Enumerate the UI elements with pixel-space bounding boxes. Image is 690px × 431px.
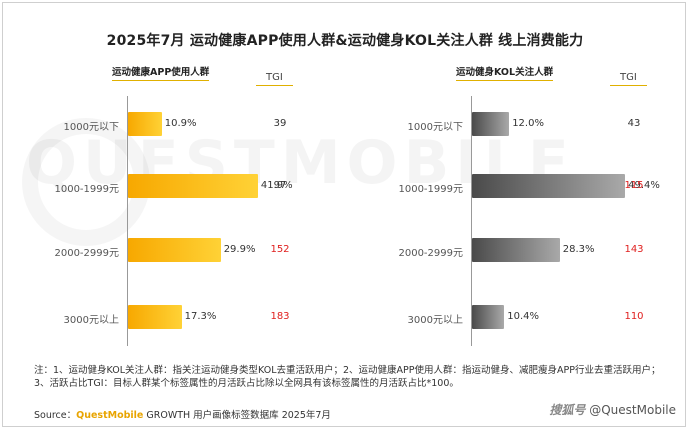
bar [128,305,182,329]
category-label: 2000-2999元 [398,248,463,259]
bar-value-label: 17.3% [184,311,217,322]
bar-value-label: 10.4% [507,311,540,322]
source-rest: GROWTH 用户画像标签数据库 2025年7月 [143,410,331,421]
source-prefix: Source： [34,410,77,421]
category-axis-0 [127,96,128,346]
chart-frame [2,2,686,427]
category-label: 1000元以下 [63,122,119,133]
bar [472,174,626,198]
category-label: 3000元以上 [407,315,463,326]
category-label: 1000元以下 [407,122,463,133]
category-label: 1000-1999元 [54,184,119,195]
tgi-value: 39 [273,118,287,129]
bar-value-label: 49.4% [628,180,660,191]
tgi-value: 152 [270,244,290,255]
source-line: Source：QuestMobile GROWTH 用户画像标签数据库 2025… [34,407,331,421]
platform-credit: 搜狐号 @QuestMobile [549,401,676,418]
tgi-value: 110 [624,311,644,322]
category-label: 3000元以上 [63,315,119,326]
tgi-value: 97 [273,180,287,191]
bar [472,238,560,262]
panel-title-1: 运动健身KOL关注人群 [456,64,554,81]
bar [128,238,221,262]
category-label: 2000-2999元 [54,248,119,259]
bar [472,112,510,136]
category-label: 1000-1999元 [398,184,463,195]
source-brand: QuestMobile [76,410,144,421]
credit-mark: 搜狐号 [549,403,586,417]
bar [128,174,258,198]
tgi-header-0: TGI [256,72,293,86]
tgi-header-1: TGI [610,72,647,86]
bar [128,112,162,136]
panel-title-0: 运动健康APP使用人群 [112,64,210,81]
category-axis-1 [471,96,472,346]
tgi-value: 43 [627,118,641,129]
bar [472,305,505,329]
bar-value-label: 29.9% [223,244,256,255]
bar-value-label: 10.9% [164,118,197,129]
credit-handle: @QuestMobile [589,403,676,417]
bar-value-label: 12.0% [512,118,544,129]
tgi-value: 143 [624,244,644,255]
footnote: 注：1、运动健身KOL关注人群：指关注运动健身类型KOL去重活跃用户；2、运动健… [34,365,661,389]
tgi-value: 183 [270,311,290,322]
tgi-value: 115 [624,180,644,191]
bar-value-label: 28.3% [562,244,595,255]
bar-value-label: 41.9% [260,180,293,191]
chart-title: 2025年7月 运动健康APP使用人群&运动健身KOL关注人群 线上消费能力 [106,33,584,49]
